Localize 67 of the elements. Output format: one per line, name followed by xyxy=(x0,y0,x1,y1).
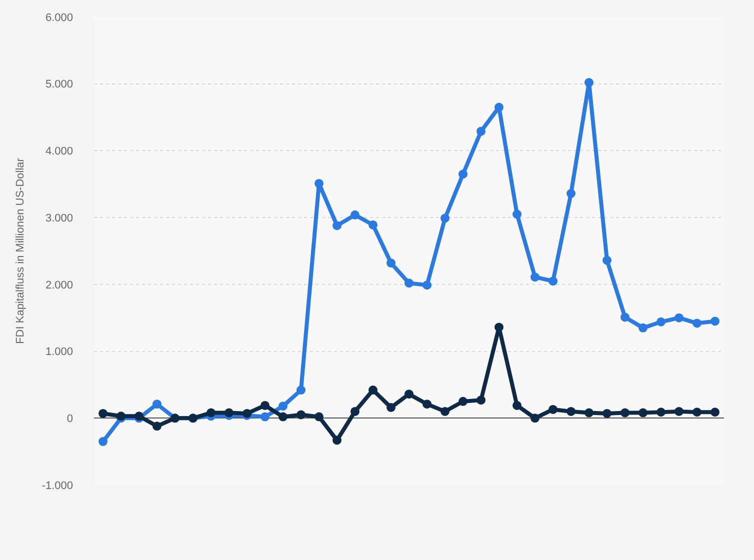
point xyxy=(260,400,270,410)
point xyxy=(350,406,360,416)
point xyxy=(638,408,648,418)
point xyxy=(440,406,450,416)
point xyxy=(476,126,486,136)
point xyxy=(566,189,576,198)
point xyxy=(152,422,162,431)
y-tick-label: 3.000 xyxy=(45,212,73,224)
point xyxy=(152,400,162,409)
point xyxy=(368,386,378,395)
point xyxy=(566,406,576,416)
point xyxy=(692,408,702,417)
point xyxy=(350,210,360,220)
point xyxy=(494,322,504,332)
point xyxy=(332,436,342,445)
point xyxy=(512,210,522,219)
point xyxy=(476,396,486,405)
point xyxy=(692,318,702,328)
point xyxy=(656,408,666,417)
point xyxy=(368,220,378,230)
point xyxy=(386,258,396,268)
y-tick-label: 5.000 xyxy=(45,78,73,91)
point xyxy=(584,78,594,88)
point xyxy=(458,396,468,406)
point xyxy=(674,313,684,322)
point xyxy=(296,410,306,420)
point xyxy=(458,170,468,179)
y-tick-label: 2.000 xyxy=(45,279,73,292)
point xyxy=(422,280,432,290)
point xyxy=(314,412,324,422)
point xyxy=(278,402,288,411)
point xyxy=(278,412,288,422)
point xyxy=(710,408,720,417)
point xyxy=(602,408,612,418)
point xyxy=(98,437,108,446)
point xyxy=(296,386,306,395)
point xyxy=(584,408,594,418)
y-tick-label: 1.000 xyxy=(45,346,73,358)
point xyxy=(620,312,630,322)
point xyxy=(206,408,216,418)
y-tick-label: 6.000 xyxy=(45,12,73,24)
point xyxy=(638,323,648,332)
point xyxy=(602,256,612,265)
point xyxy=(494,102,504,112)
point xyxy=(512,400,522,410)
point xyxy=(404,278,414,288)
y-axis-title: FDI Kapitalfluss in Millionen US-Dollar xyxy=(14,158,26,344)
point xyxy=(530,414,540,423)
y-tick-label: -1.000 xyxy=(42,480,73,492)
point xyxy=(530,272,540,282)
point xyxy=(386,402,396,412)
point xyxy=(548,404,558,414)
y-tick-label: 4.000 xyxy=(45,146,73,158)
point xyxy=(674,406,684,416)
point xyxy=(224,408,234,418)
point xyxy=(548,276,558,286)
point xyxy=(260,412,270,422)
point xyxy=(314,178,324,188)
point xyxy=(620,408,630,418)
point xyxy=(422,400,432,409)
point xyxy=(98,408,108,418)
y-tick-label: 0 xyxy=(66,412,73,425)
point xyxy=(710,316,720,326)
point xyxy=(440,214,450,223)
point xyxy=(404,390,414,399)
point xyxy=(656,317,666,326)
point xyxy=(332,221,342,230)
